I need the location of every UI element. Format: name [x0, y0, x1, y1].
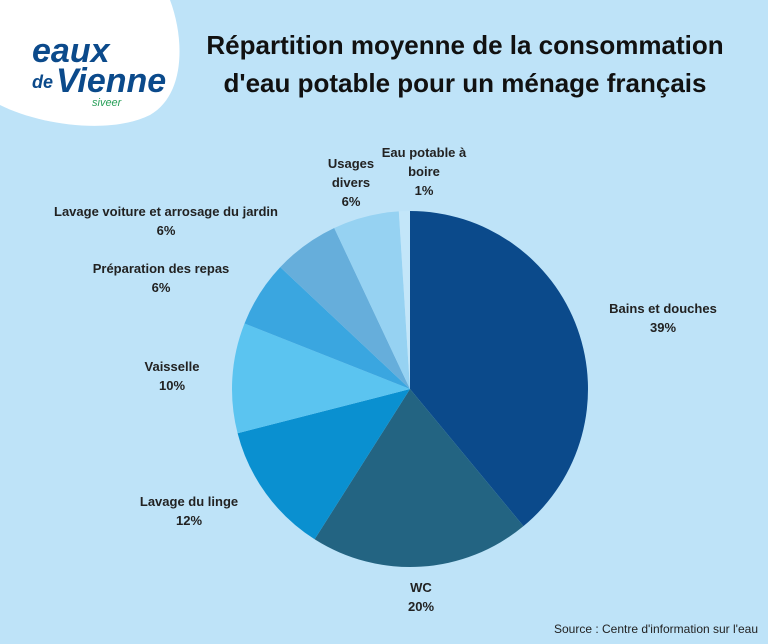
pie-slice — [231, 323, 410, 434]
pie-slice — [398, 211, 410, 389]
slice-label: Vaisselle 10% — [112, 357, 232, 395]
category-label: Lavage du linge — [139, 494, 239, 509]
pie-slice — [244, 267, 410, 389]
category-label: Bains et douches — [609, 301, 717, 316]
pie — [231, 210, 589, 567]
chart-title: Répartition moyenne de la consommation d… — [206, 30, 724, 98]
logo-tagline: siveer — [92, 97, 123, 109]
value-label: 1% — [414, 183, 434, 198]
category-label: Vaisselle — [144, 359, 200, 374]
slice-label: Lavage du linge 12% — [119, 492, 259, 530]
category-label: Lavage voiture et arrosage du jardin — [54, 204, 278, 219]
value-label: 6% — [341, 194, 361, 209]
value-label: 6% — [156, 223, 176, 238]
slice-label: WC 20% — [371, 578, 471, 616]
source: Source : Centre d'information sur l'eau — [553, 622, 758, 636]
logo-word: eaux — [32, 32, 112, 70]
value-label: 39% — [649, 320, 677, 335]
value-label: 6% — [151, 280, 171, 295]
slice-label: Bains et douches 39% — [593, 299, 733, 337]
category-label: Usages divers — [327, 156, 375, 190]
pie-slice — [237, 389, 410, 540]
value-label: 12% — [175, 513, 203, 528]
category-label: Préparation des repas — [92, 261, 230, 276]
logo-word: de — [32, 72, 53, 92]
slice-label: Eau potable à boire 1% — [379, 143, 469, 200]
slice-label: Préparation des repas 6% — [71, 259, 251, 297]
pie-slice — [280, 227, 410, 389]
logo-word: Vienne — [56, 62, 166, 100]
category-label: Eau potable à boire — [381, 145, 467, 179]
pie-slice — [334, 211, 410, 389]
pie-slice — [410, 210, 589, 527]
logo-background — [0, 0, 180, 126]
slice-label: Usages divers 6% — [321, 154, 381, 211]
category-label: WC — [410, 580, 432, 595]
value-label: 20% — [407, 599, 435, 614]
pie-slice — [314, 389, 524, 567]
slice-label: Lavage voiture et arrosage du jardin 6% — [26, 202, 306, 240]
value-label: 10% — [158, 378, 186, 393]
